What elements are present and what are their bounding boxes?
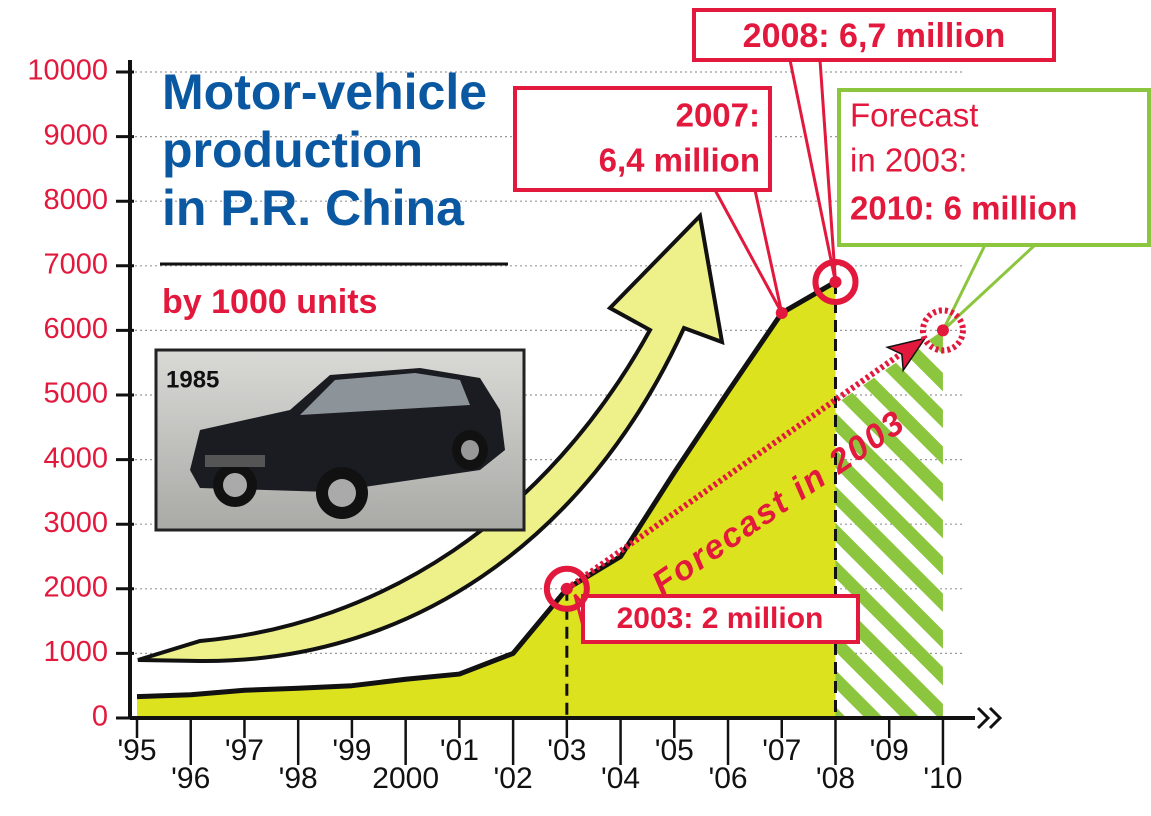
x-tick-label: '97 (225, 734, 264, 767)
y-tick-label: 7000 (43, 248, 108, 280)
x-tick-label: '06 (708, 762, 747, 795)
x-tick-label: '03 (547, 734, 586, 767)
annotation-text: 2008: 6,7 million (743, 17, 1006, 55)
x-tick-label: '04 (601, 762, 640, 795)
title-line: production (162, 122, 423, 178)
title-line: Motor-vehicle (162, 64, 487, 120)
y-tick-label: 9000 (43, 119, 108, 151)
annotation-pointer (790, 60, 835, 282)
x-tick-label: 2000 (372, 762, 439, 795)
photo-label: 1985 (166, 366, 219, 393)
point (937, 324, 949, 336)
point (561, 583, 573, 595)
point (776, 307, 788, 319)
x-tick-label: '07 (762, 734, 801, 767)
x-tick-label: '95 (117, 734, 156, 767)
y-tick-label: 6000 (43, 313, 108, 345)
title-line: in P.R. China (162, 180, 465, 236)
x-tick-label: '09 (870, 734, 909, 767)
point (829, 276, 841, 288)
annotation-pointer (715, 190, 782, 313)
annotation-text: in 2003: (850, 142, 967, 179)
axis-arrow (978, 708, 1000, 728)
x-tick-label: '98 (279, 762, 318, 795)
x-tick-label: '08 (816, 762, 855, 795)
y-tick-label: 10000 (27, 55, 108, 87)
annotation-text: 2007: (676, 97, 760, 134)
chart: 0 1000 2000 3000 4000 5000 6000 7000 8000 9000 100… (0, 0, 1151, 816)
annotation-text: Forecast (850, 97, 978, 134)
annotation-text: 6,4 million (599, 142, 760, 179)
subtitle: by 1000 units (162, 283, 377, 321)
annotation-text: 2010: 6 million (850, 190, 1077, 227)
annotation-text: 2003: 2 million (617, 602, 824, 635)
x-tick-label: '01 (440, 734, 479, 767)
x-tick-label: '99 (332, 734, 371, 767)
x-tick-label: '10 (923, 762, 962, 795)
y-tick-label: 2000 (43, 571, 108, 603)
y-tick-label: 4000 (43, 442, 108, 474)
y-tick-label: 0 (92, 701, 108, 733)
x-tick-label: '05 (655, 734, 694, 767)
y-tick-label: 3000 (43, 507, 108, 539)
x-tick-label: '96 (171, 762, 210, 795)
y-tick-label: 1000 (43, 636, 108, 668)
photo: 1985 (156, 350, 524, 530)
y-tick-label: 8000 (43, 184, 108, 216)
x-tick-label: '02 (494, 762, 533, 795)
y-tick-label: 5000 (43, 378, 108, 410)
